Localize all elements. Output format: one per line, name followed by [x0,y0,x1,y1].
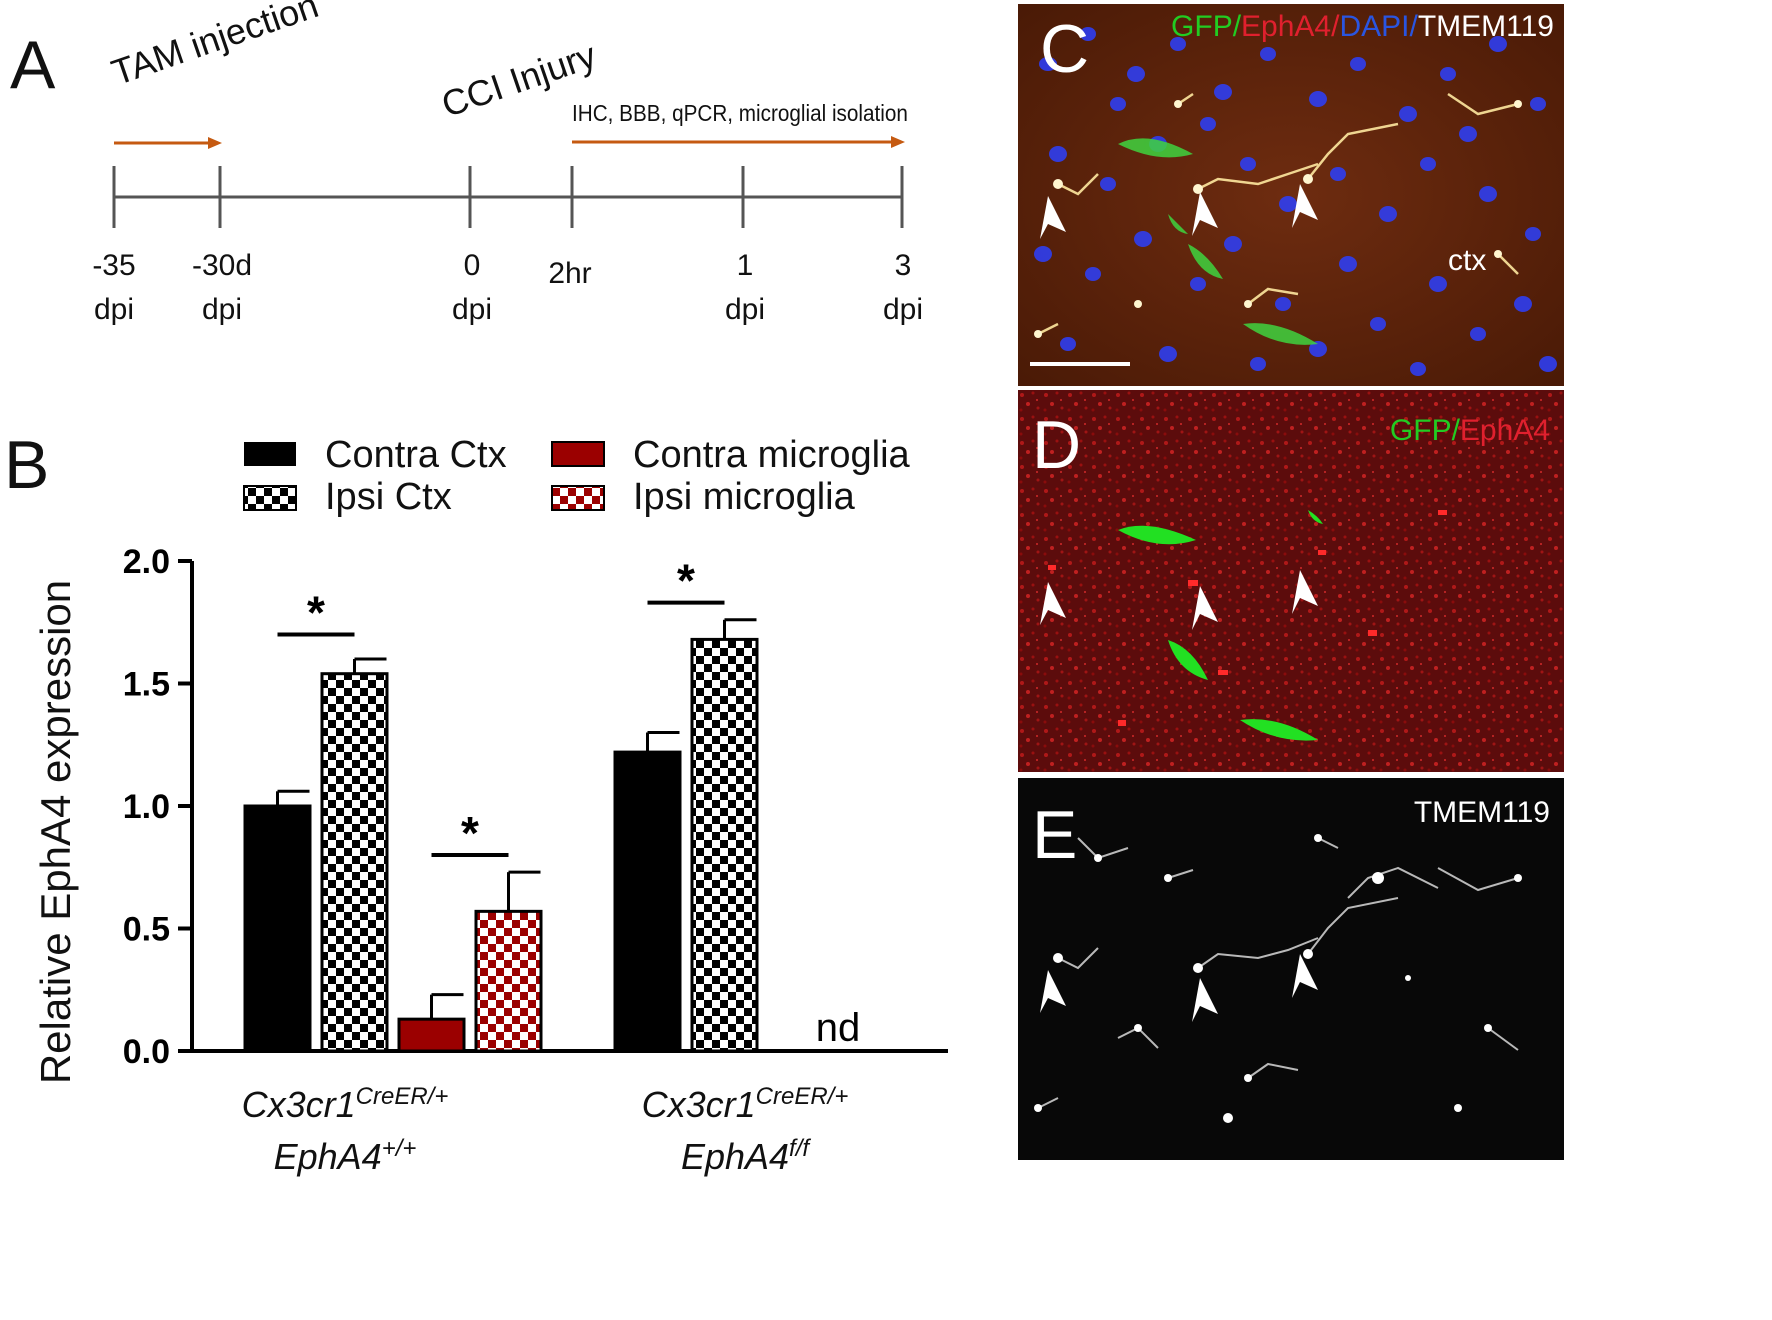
bar-contra-ctx [613,750,682,1053]
y-tick-label: 0.5 [123,911,170,949]
bar-contra-microglia [397,1017,466,1053]
significance-star: * [677,555,695,607]
legend-swatch-contra-ctx [244,442,296,466]
y-tick-label: 1.5 [123,666,170,704]
gfp-cells [1118,510,1323,741]
micrograph-c: C GFP/EphA4/DAPI/TMEM119 ctx [1018,4,1564,386]
micrograph-d-channels: GFP/EphA4 [1390,414,1550,448]
tmem119-cell-bodies [1034,834,1522,1123]
panel-a: A TAM injection CCI Injury IHC, BBB, qPC… [0,0,1000,380]
tick-label-4: 1 dpi [724,249,766,326]
bar-contra-ctx [243,804,312,1053]
y-tick-label: 2.0 [123,543,170,581]
micrograph-e-letter: E [1032,797,1078,873]
timeline-ticks [112,166,904,228]
legend-swatch-ipsi-ctx [243,485,297,511]
micrograph-c-channels: GFP/EphA4/DAPI/TMEM119 [1171,10,1554,44]
legend-label-contra-microglia: Contra microglia [633,434,910,476]
legend-swatches [243,441,605,511]
y-tick-label: 0.0 [123,1033,170,1071]
epha4-puncta [1048,510,1447,726]
arrowhead-icons [1040,954,1318,1022]
y-tick-label: 1.0 [123,788,170,826]
significance-star: * [307,587,325,639]
bar-ipsi-ctx [320,672,389,1053]
dapi-nuclei [1034,27,1557,376]
micrograph-e-image [1034,834,1522,1123]
tick-label-5: 3 dpi [882,249,924,326]
arrowhead-icons [1040,184,1318,239]
bar-ipsi-ctx [690,637,759,1053]
channel-tmem119: TMEM119 [1413,796,1550,829]
tmem119-processes [1037,837,1519,1109]
channel-gfp: GFP [1389,414,1452,447]
panel-b-label: B [4,427,50,503]
panel-a-label: A [10,27,56,103]
gfp-cells [1118,138,1318,345]
channel-sep: / [1232,10,1242,43]
legend-swatch-contra-microglia [551,441,605,467]
bar-chart: 0.0 0.5 1.0 1.5 2.0 * * * nd [123,543,948,1071]
channel-epha4: EphA4 [1241,10,1332,43]
tick-label-0: -35 dpi [92,249,136,326]
micrograph-d-letter: D [1032,407,1082,483]
significance-star: * [461,807,479,859]
tam-arrow-head [208,137,222,149]
arrowhead-icons [1040,570,1318,630]
channel-gfp: GFP [1171,10,1233,43]
tick-label-3: 2hr [548,257,592,290]
legend-label-ipsi-ctx: Ipsi Ctx [325,476,452,518]
channel-sep: / [1409,10,1418,43]
channel-sep: / [1331,10,1340,43]
tmem119-cell-bodies [1034,100,1522,338]
assays-arrow-head [891,136,905,148]
not-detected-label: nd [816,1006,861,1050]
micrograph-c-region: ctx [1448,244,1487,277]
tick-label-2: 0 dpi [451,249,493,326]
assays-label: IHC, BBB, qPCR, microglial isolation [572,100,908,126]
legend-label-contra-ctx: Contra Ctx [325,434,507,476]
micrograph-e-channels: TMEM119 [1414,796,1550,830]
micrograph-c-image [1018,4,1564,386]
micrograph-d: D GFP/EphA4 [1018,390,1564,772]
tick-label-1: -30d dpi [191,249,253,326]
micrograph-d-image [1018,390,1564,772]
bar-ipsi-microglia [474,909,543,1053]
micrograph-e: E TMEM119 [1018,778,1564,1160]
group-label-wildtype: Cx3cr1CreER/+ EphA4+/+ [241,1083,449,1177]
channel-dapi: DAPI [1339,10,1410,43]
timeline-axis [112,136,905,228]
group-label-floxed: Cx3cr1CreER/+ EphA4f/f [641,1083,849,1177]
tmem119-microglia [1037,92,1519,336]
legend-swatch-ipsi-microglia [551,485,605,511]
micrograph-c-letter: C [1040,11,1090,87]
channel-sep: / [1451,414,1460,447]
channel-tmem119: TMEM119 [1417,10,1554,43]
channel-epha4: EphA4 [1459,414,1550,447]
legend-label-ipsi-microglia: Ipsi microglia [633,476,855,518]
